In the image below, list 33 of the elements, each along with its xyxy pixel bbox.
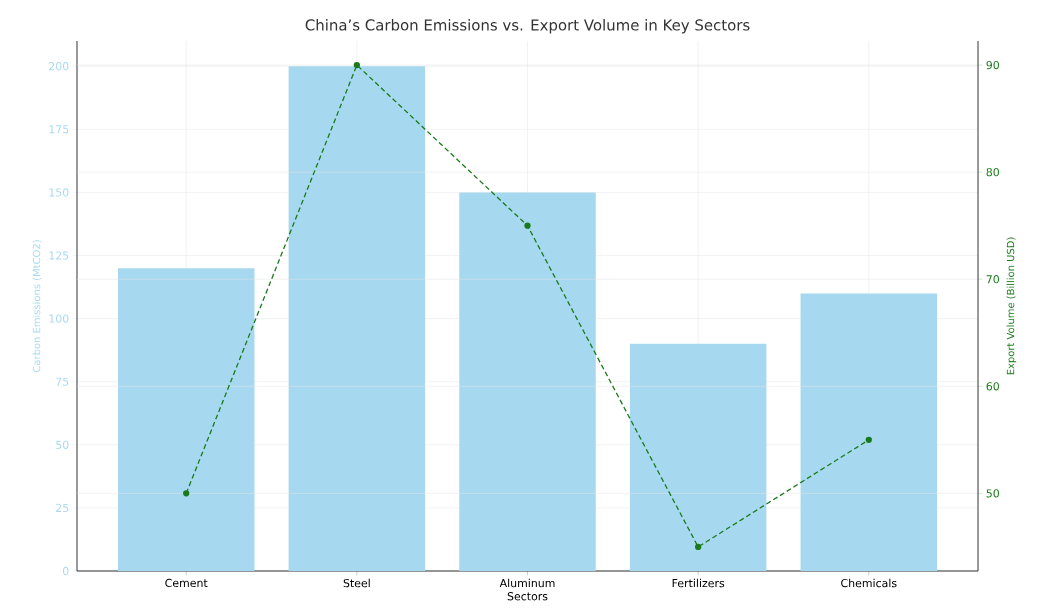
bar (629, 343, 767, 571)
point (524, 222, 531, 229)
y2-tick-label: 80 (986, 168, 999, 177)
y-tick-label: 100 (49, 314, 69, 323)
point (695, 543, 702, 551)
y2-tick-label: 70 (986, 275, 999, 284)
x-tick-label: Chemicals (841, 578, 897, 588)
bar (117, 268, 255, 571)
y2-tick-label: 60 (986, 382, 999, 391)
x-tick-label: Steel (343, 578, 370, 588)
y-tick-label: 175 (49, 125, 69, 134)
y-tick-label: 75 (56, 377, 69, 386)
y-axis-title: Carbon Emissions (MtCO2) (32, 240, 42, 373)
bar (288, 66, 426, 571)
bar (800, 293, 938, 571)
point (865, 436, 872, 443)
y2-tick-label: 90 (986, 60, 999, 70)
y-tick-label: 0 (62, 566, 69, 576)
y-tick-label: 150 (49, 188, 69, 197)
y-tick-label: 125 (49, 251, 69, 260)
x-axis-title: Sectors (507, 592, 548, 601)
point (353, 61, 360, 69)
y2-axis-title: Export Volume (Billion USD) (1006, 237, 1017, 375)
point (183, 490, 190, 497)
y-tick-label: 200 (49, 62, 69, 71)
y-tick-label: 25 (56, 503, 69, 513)
x-tick-label: Cement (165, 578, 208, 588)
bar (459, 192, 596, 571)
y2-tick-label: 50 (986, 489, 999, 498)
y-tick-label: 50 (56, 440, 69, 449)
x-tick-label: Fertilizers (672, 578, 725, 588)
chart-title: China’s Carbon Emissions vs. Export Volume in Key Sectors (305, 19, 750, 34)
x-tick-label: Aluminum (499, 578, 555, 588)
